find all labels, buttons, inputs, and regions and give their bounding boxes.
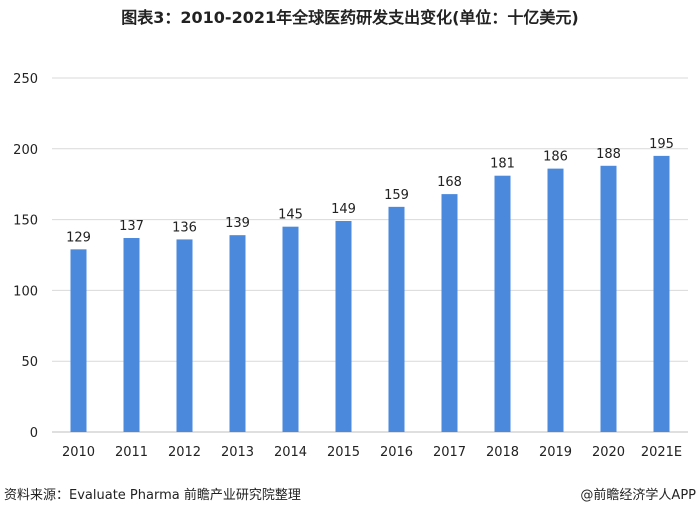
data-label-2020: 188 <box>596 147 621 162</box>
data-label-2011: 137 <box>119 219 144 234</box>
chart-title: 图表3：2010-2021年全球医药研发支出变化(单位：十亿美元) <box>121 8 579 27</box>
x-tick-label-2012: 2012 <box>168 445 201 460</box>
x-tick-label-2014: 2014 <box>274 445 307 460</box>
bar-2017 <box>441 194 458 432</box>
x-tick-label-2013: 2013 <box>221 445 254 460</box>
x-axis-ticks: 2010 2011 2012 2013 2014 2015 2016 2017 2018 2019… <box>62 445 682 460</box>
x-tick-label-2016: 2016 <box>380 445 413 460</box>
data-label-2019: 186 <box>543 150 568 165</box>
bar-2020 <box>600 165 617 433</box>
data-label-2010: 129 <box>66 230 91 245</box>
bar-2011 <box>123 238 140 432</box>
bars <box>70 155 670 433</box>
bar-2012 <box>176 239 193 432</box>
bar-2015 <box>335 221 352 432</box>
data-label-2012: 136 <box>172 220 197 235</box>
x-tick-label-2018: 2018 <box>486 445 519 460</box>
x-tick-label-2020: 2020 <box>592 445 625 460</box>
y-tick-label: 0 <box>30 426 38 441</box>
data-label-2015: 149 <box>331 202 356 217</box>
y-tick-label: 200 <box>13 143 38 158</box>
source-note: 资料来源：Evaluate Pharma 前瞻产业研究院整理 <box>4 488 301 503</box>
y-axis-ticks: 0 50 100 150 200 250 <box>13 72 38 441</box>
x-tick-label-2010: 2010 <box>62 445 95 460</box>
x-tick-label-2019: 2019 <box>539 445 572 460</box>
data-label-2016: 159 <box>384 188 409 203</box>
y-tick-label: 100 <box>13 284 38 299</box>
data-label-2021E: 195 <box>649 137 674 152</box>
data-label-2017: 168 <box>437 175 462 190</box>
x-tick-label-2017: 2017 <box>433 445 466 460</box>
bar-2021E <box>653 155 670 432</box>
y-tick-label: 250 <box>13 72 38 87</box>
gridlines <box>52 77 688 433</box>
x-tick-label-2011: 2011 <box>115 445 148 460</box>
bar-chart: 0 50 100 150 200 250 129 137 136 139 145 149 159 168… <box>13 72 688 460</box>
y-tick-label: 50 <box>21 355 38 370</box>
x-tick-label-2021E: 2021E <box>641 445 682 460</box>
data-label-2013: 139 <box>225 216 250 231</box>
bar-2019 <box>547 168 564 432</box>
y-tick-label: 150 <box>13 214 38 229</box>
bar-2016 <box>388 206 405 432</box>
brand-credit: @前瞻经济学人APP <box>580 488 696 503</box>
bar-2010 <box>70 249 87 432</box>
data-label-2014: 145 <box>278 208 303 223</box>
bar-2014 <box>282 226 299 432</box>
bar-2013 <box>229 235 246 432</box>
bar-2018 <box>494 175 511 433</box>
data-labels: 129 137 136 139 145 149 159 168 181 186 188 195 <box>66 137 674 245</box>
x-tick-label-2015: 2015 <box>327 445 360 460</box>
data-label-2018: 181 <box>490 157 515 172</box>
